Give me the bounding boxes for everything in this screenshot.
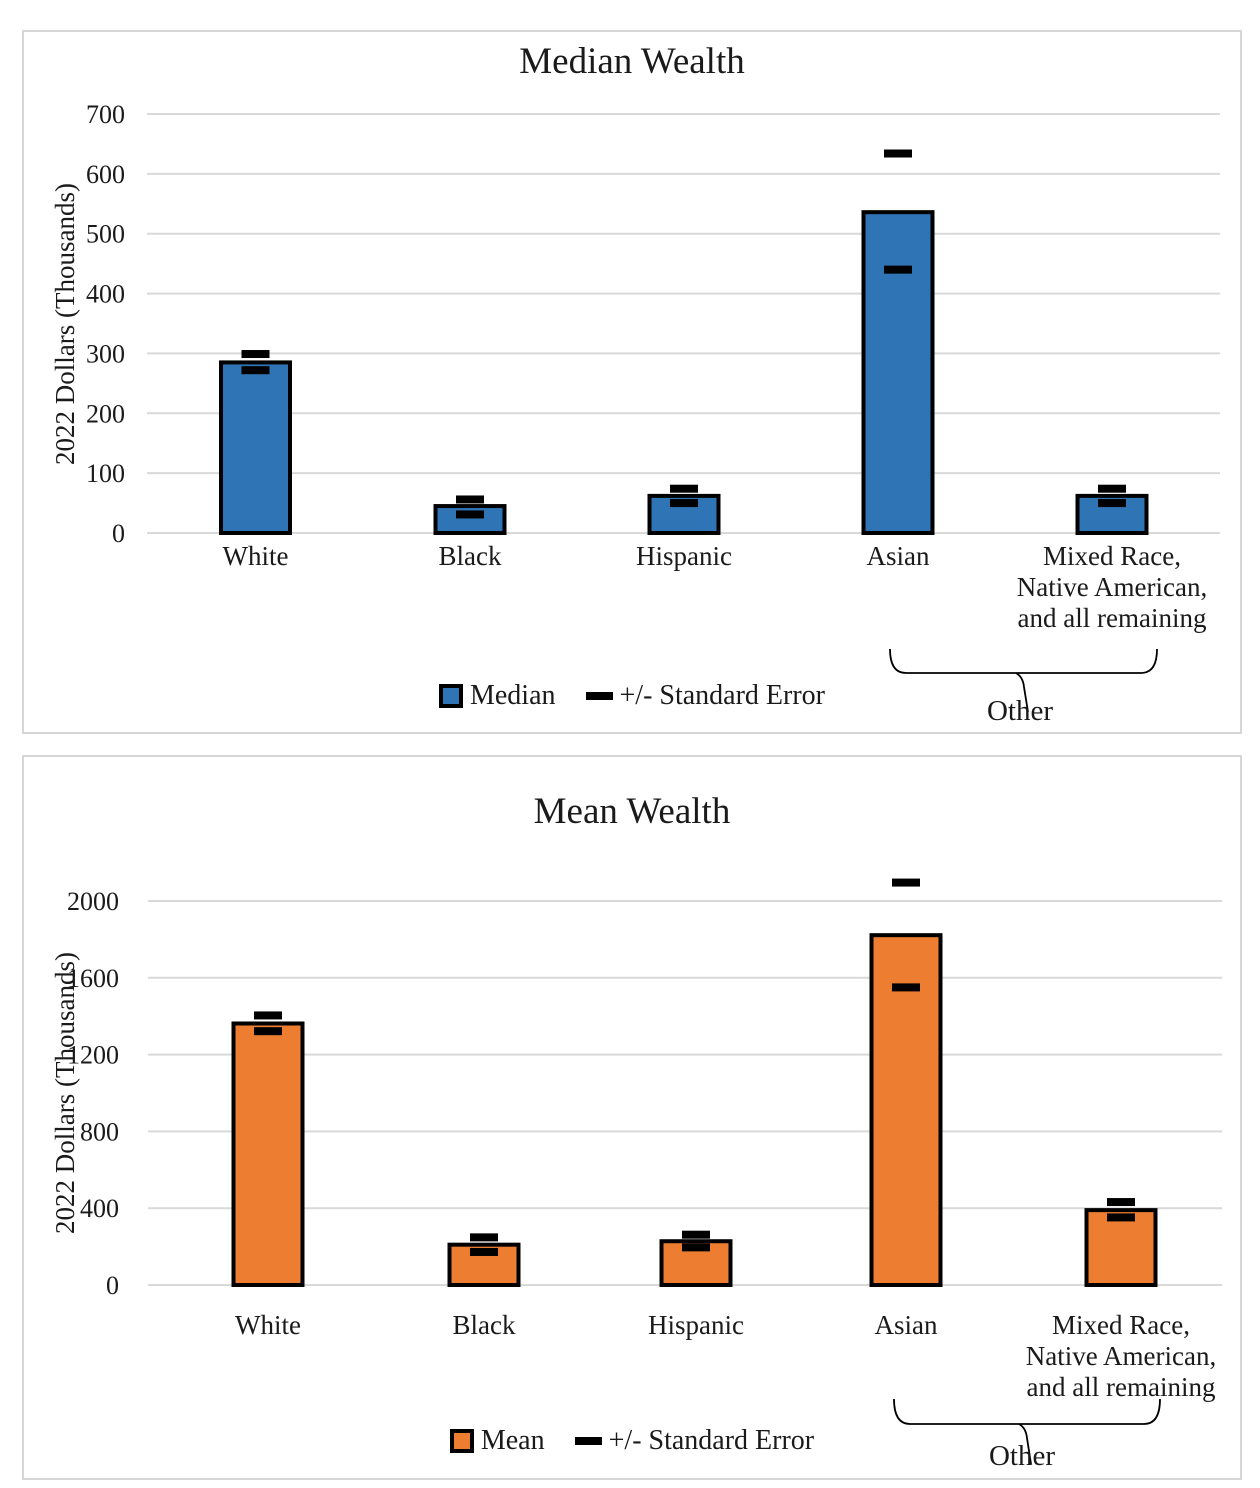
bar-asian — [869, 933, 943, 1287]
other-group-label: Other — [988, 1440, 1056, 1472]
y-tick-label: 200 — [86, 399, 125, 428]
mean-wealth-panel: 0 400 800 1200 1600 2000 Mean Wealth 2022 Dol… — [22, 755, 1242, 1480]
bar-white — [231, 1021, 305, 1287]
error-bar-dash — [254, 1011, 282, 1020]
error-bar-dash — [682, 1230, 710, 1239]
legend-series-label: Mean — [480, 1425, 545, 1456]
bar-hispanic — [647, 493, 721, 536]
error-bar-dash — [241, 366, 270, 375]
error-bar-dash — [456, 495, 484, 504]
error-bar-dash — [670, 484, 698, 493]
error-bar-dash — [254, 1027, 282, 1036]
error-bar-dash — [1098, 484, 1126, 493]
y-tick-label: 400 — [86, 280, 125, 309]
error-bar-swatch-icon — [585, 692, 613, 700]
other-group-label: Other — [986, 695, 1054, 727]
error-bar-dash — [456, 510, 484, 519]
y-tick-label: 0 — [106, 1271, 119, 1300]
legend-item-error: +/- Standard Error — [574, 1425, 815, 1457]
y-tick-label: 500 — [86, 220, 125, 249]
category-label: Black — [452, 1310, 516, 1340]
error-bar-dash — [470, 1247, 498, 1256]
category-label: Mixed Race, Native American, and all remai… — [1016, 541, 1208, 633]
y-tick-label: 0 — [112, 519, 125, 548]
error-bar-swatch-icon — [574, 1437, 602, 1445]
legend-item-error: +/- Standard Error — [585, 680, 826, 712]
mean-wealth-plot: 0 400 800 1200 1600 2000 — [67, 878, 1222, 1465]
median-wealth-panel: 0 100 200 300 400 500 600 700 Median Wealth 202… — [22, 30, 1242, 734]
category-label: Hispanic — [648, 1310, 744, 1340]
error-bar-dash — [682, 1243, 710, 1252]
error-bar-dash — [670, 499, 698, 508]
median-series-swatch-icon — [438, 684, 463, 708]
legend-series-label: Median — [469, 680, 556, 711]
category-label: White — [235, 1310, 301, 1340]
error-bar-dash — [884, 265, 912, 274]
y-tick-label: 1600 — [67, 964, 119, 993]
legend-item-series: Mean — [449, 1425, 545, 1457]
bar-white — [219, 360, 292, 535]
error-bar-dash — [892, 983, 920, 992]
other-bracket — [893, 1398, 1161, 1465]
error-bar-dash — [241, 350, 270, 359]
error-bar-dash — [884, 149, 912, 158]
legend-error-label: +/- Standard Error — [608, 1425, 815, 1456]
chart-title: Median Wealth — [519, 41, 745, 82]
y-axis-label: 2022 Dollars (Thousands) — [50, 952, 80, 1234]
y-tick-label: 2000 — [67, 887, 119, 916]
legend: Median +/- Standard Error — [24, 680, 1240, 712]
y-tick-label: 100 — [86, 459, 125, 488]
legend-error-label: +/- Standard Error — [619, 680, 826, 711]
y-tick-label: 400 — [80, 1194, 119, 1223]
y-tick-label: 1200 — [67, 1041, 119, 1070]
bar-asian — [861, 210, 935, 535]
bar-hispanic — [659, 1239, 733, 1287]
error-bar-dash — [1107, 1213, 1135, 1222]
y-tick-label: 800 — [80, 1117, 119, 1146]
median-wealth-plot: 0 100 200 300 400 500 600 700 — [86, 100, 1220, 713]
bar-black — [433, 504, 507, 536]
error-bar-dash — [892, 878, 920, 887]
category-label: Asian — [866, 541, 930, 571]
mean-series-swatch-icon — [449, 1429, 474, 1453]
category-label: Mixed Race, Native American, and all remai… — [1025, 1310, 1217, 1402]
category-label: Black — [438, 541, 502, 571]
error-bar-dash — [1098, 499, 1126, 508]
category-label: Asian — [874, 1310, 938, 1340]
y-axis-label: 2022 Dollars (Thousands) — [50, 183, 80, 465]
error-bar-dash — [1107, 1198, 1135, 1207]
y-tick-label: 600 — [86, 160, 125, 189]
other-bracket — [889, 648, 1158, 713]
category-label: White — [222, 541, 289, 571]
bar-mixed — [1084, 1208, 1158, 1287]
error-bar-dash — [470, 1233, 498, 1242]
category-label: Hispanic — [636, 541, 732, 571]
chart-title: Mean Wealth — [533, 791, 731, 832]
legend: Mean +/- Standard Error — [24, 1425, 1240, 1457]
legend-item-series: Median — [438, 680, 556, 712]
y-tick-label: 300 — [86, 339, 125, 368]
y-tick-label: 700 — [86, 100, 125, 129]
